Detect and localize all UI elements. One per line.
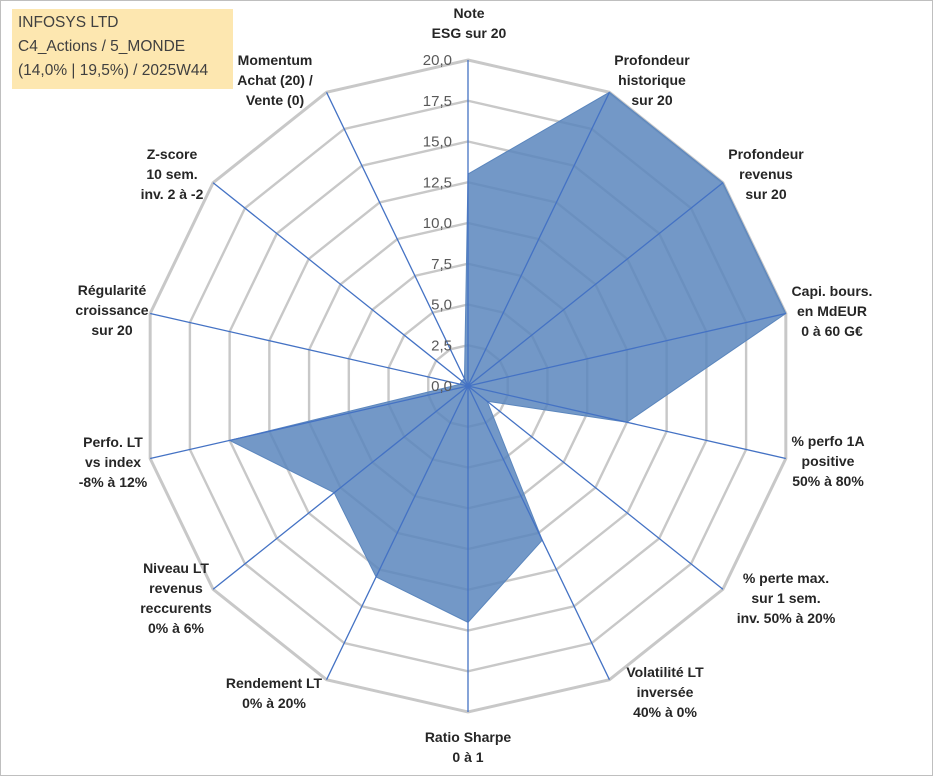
axis-label-line: Rendement LT xyxy=(225,675,323,691)
axis-spoke xyxy=(150,312,469,387)
tick-label: 0,0 xyxy=(431,378,452,395)
axis-label-line: en MdEUR xyxy=(797,303,867,319)
axis-label-line: Achat (20) / xyxy=(237,72,313,88)
axis-label-line: croissance xyxy=(75,302,149,318)
tick-label: 7,5 xyxy=(431,256,452,273)
axis-label-line: historique xyxy=(618,72,686,88)
axis-label-line: 0% à 20% xyxy=(242,695,306,711)
axis-label-line: Perfo. LT xyxy=(83,434,143,450)
axis-label: Perfo. LT vs index -8% à 12% xyxy=(23,432,203,492)
axis-label-line: sur 20 xyxy=(91,322,133,338)
tick-label: 15,0 xyxy=(423,134,452,151)
axis-label: Ratio Sharpe 0 à 1 xyxy=(378,727,558,767)
axis-label-line: -8% à 12% xyxy=(78,474,148,490)
axis-label-line: 0 à 1 xyxy=(452,749,484,765)
axis-spoke xyxy=(467,385,611,680)
axis-label-line: Profondeur xyxy=(614,52,690,68)
tick-label: 5,0 xyxy=(431,297,452,314)
axis-label-line: Régularité xyxy=(77,282,147,298)
axis-label-line: Vente (0) xyxy=(245,92,305,108)
axis-spoke xyxy=(467,182,724,387)
axis-spoke xyxy=(150,385,469,460)
axis-label-line: 10 sem. xyxy=(146,166,198,182)
axis-label-line: Z-score xyxy=(146,146,198,162)
tick-label: 10,0 xyxy=(423,215,452,232)
axis-label: Profondeur revenus sur 20 xyxy=(676,144,856,204)
axis-label-line: 40% à 0% xyxy=(633,704,697,720)
axis-label-line: inversée xyxy=(636,684,694,700)
tick-label: 12,5 xyxy=(423,174,452,191)
axis-label: Volatilité LT inversée 40% à 0% xyxy=(575,662,755,722)
tick-label: 2,5 xyxy=(431,337,452,354)
axis-label: Profondeur historique sur 20 xyxy=(562,50,742,110)
axis-label-line: 0% à 6% xyxy=(147,620,205,636)
axis-label-line: revenus xyxy=(149,580,203,596)
score-line: (14,0% | 19,5%) / 2025W44 xyxy=(18,62,209,79)
axis-label-line: revenus xyxy=(739,166,793,182)
axis-spoke xyxy=(212,182,469,387)
axis-label-line: Niveau LT xyxy=(143,560,209,576)
axis-label-line: Volatilité LT xyxy=(626,664,704,680)
axis-label: Note ESG sur 20 xyxy=(379,3,559,43)
axis-label-line: 0 à 60 G€ xyxy=(801,323,863,339)
axis-label: % perfo 1A positive 50% à 80% xyxy=(738,431,918,491)
axis-spoke xyxy=(325,92,469,387)
company-name: INFOSYS LTD xyxy=(18,14,119,31)
axis-label-line: positive xyxy=(801,453,855,469)
axis-label-line: sur 20 xyxy=(631,92,673,108)
axis-label: Rendement LT 0% à 20% xyxy=(184,673,364,713)
axis-label-line: 50% à 80% xyxy=(792,473,864,489)
axis-label: Z-score 10 sem. inv. 2 à -2 xyxy=(82,144,262,204)
axis-label-line: sur 20 xyxy=(745,186,787,202)
axis-label-line: Profondeur xyxy=(728,146,804,162)
axis-spoke xyxy=(467,385,724,590)
axis-label-line: vs index xyxy=(84,454,142,470)
axis-label-line: ESG sur 20 xyxy=(431,25,507,41)
axis-label-line: % perfo 1A xyxy=(791,433,865,449)
axis-label: Capi. bours. en MdEUR 0 à 60 G€ xyxy=(742,281,922,341)
axis-label: Régularité croissance sur 20 xyxy=(22,280,202,340)
category-line: C4_Actions / 5_MONDE xyxy=(18,38,186,55)
axis-label: Niveau LT revenus reccurents 0% à 6% xyxy=(86,558,266,638)
axis-spoke xyxy=(467,312,786,387)
axis-label-line: Momentum xyxy=(237,52,313,68)
axis-label-line: % perte max. xyxy=(742,570,830,586)
axis-label-line: Note xyxy=(453,5,485,21)
info-box: INFOSYS LTD C4_Actions / 5_MONDE (14,0% … xyxy=(12,9,233,89)
axis-label: % perte max. sur 1 sem. inv. 50% à 20% xyxy=(696,568,876,628)
tick-label: 20,0 xyxy=(423,52,452,69)
axis-label-line: sur 1 sem. xyxy=(751,590,821,606)
axis-spoke xyxy=(212,385,469,590)
axis-label-line: reccurents xyxy=(140,600,212,616)
axis-label-line: Ratio Sharpe xyxy=(424,729,512,745)
tick-label: 17,5 xyxy=(423,93,452,110)
axis-label-line: inv. 2 à -2 xyxy=(140,186,204,202)
axis-label-line: inv. 50% à 20% xyxy=(736,610,836,626)
axis-spoke xyxy=(467,92,611,387)
axis-label: Momentum Achat (20) / Vente (0) xyxy=(185,50,365,110)
axis-spoke xyxy=(325,385,469,680)
axis-label-line: Capi. bours. xyxy=(791,283,873,299)
